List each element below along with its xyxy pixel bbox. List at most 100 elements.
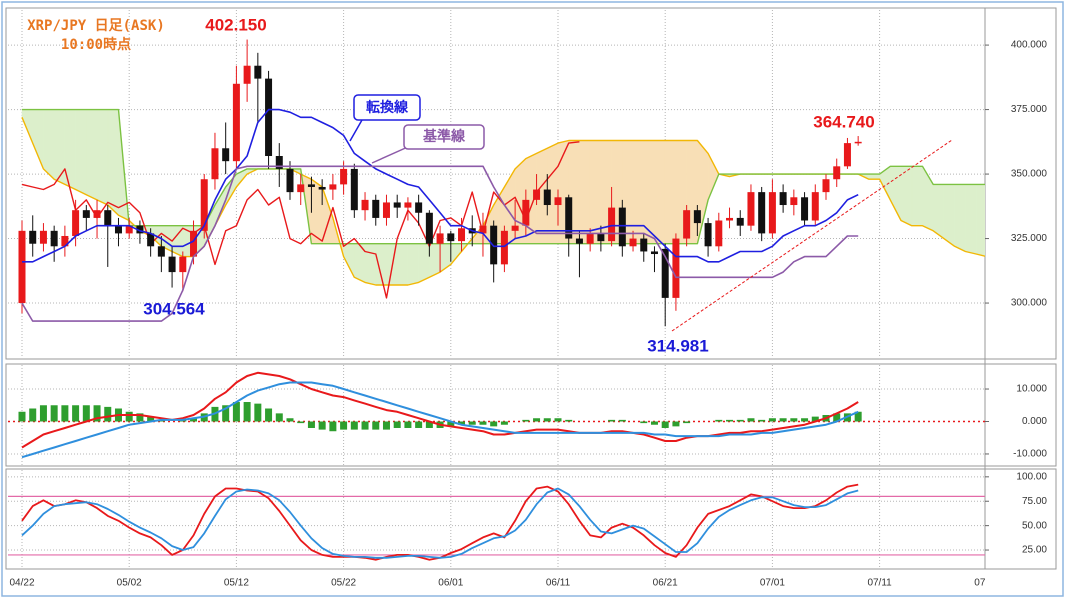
histogram-bar (136, 413, 144, 422)
histogram-bar (490, 421, 498, 427)
histogram-bar (50, 405, 58, 422)
candle-body (114, 225, 122, 234)
x-tick-label: 05/12 (224, 578, 249, 589)
candle-body (329, 184, 337, 190)
histogram-bar (222, 405, 230, 422)
x-tick-label: 05/02 (117, 578, 142, 589)
x-tick-label: 07/21 (974, 578, 999, 589)
chart-title: XRP/JPY 日足(ASK) (27, 18, 165, 34)
histogram-bar (565, 419, 573, 422)
candle-body (318, 186, 326, 190)
candle-body (168, 256, 176, 273)
candle-body (93, 210, 101, 218)
cloud (53, 109, 66, 185)
trend-line (671, 139, 953, 332)
histogram-bar (458, 421, 466, 425)
histogram-bar (736, 419, 744, 422)
series-line (22, 108, 859, 263)
y-tick-label: 350.000 (1011, 169, 1048, 180)
cloud (86, 109, 98, 201)
histogram-bar (790, 418, 798, 422)
candle-body (372, 199, 380, 218)
histogram-bar (500, 421, 508, 425)
candle-body (340, 168, 348, 185)
histogram-bar (190, 418, 198, 422)
candle-body (265, 78, 273, 157)
candle-body (415, 202, 423, 213)
candle-body (393, 202, 401, 208)
candle-body (565, 197, 573, 239)
cloud (654, 140, 666, 244)
histogram-bar (18, 411, 26, 422)
histogram-bar (468, 421, 476, 425)
histogram-bar (447, 421, 455, 427)
candle-body (779, 192, 787, 206)
candle-body (61, 235, 69, 247)
candle-body (382, 202, 390, 218)
main-panel (5, 7, 1057, 360)
candle-body (661, 248, 669, 298)
histogram-bar (82, 405, 90, 422)
candle-body (222, 148, 230, 162)
cloud (75, 109, 87, 196)
histogram-bar (318, 421, 326, 430)
candle-body (190, 230, 198, 257)
candle-body (511, 225, 519, 231)
series-line (21, 487, 859, 559)
histogram-bar (747, 418, 755, 422)
histogram-bar (275, 413, 283, 422)
y-tick-label: 50.00 (1022, 520, 1047, 531)
candle-body (50, 230, 58, 247)
cloud (96, 109, 109, 206)
candle-body (586, 233, 594, 244)
candle-body (811, 192, 819, 221)
candle-body (543, 189, 551, 206)
annotation: 364.740 (813, 112, 874, 131)
histogram-bar (833, 413, 841, 422)
histogram-bar (554, 418, 562, 422)
histogram-bar (265, 408, 273, 422)
histogram-bar (522, 419, 530, 422)
candle-body (39, 230, 47, 244)
cloud (364, 243, 377, 286)
candle-body (672, 238, 680, 298)
candle-body (683, 210, 691, 239)
y-tick-label: 400.000 (1011, 40, 1048, 51)
candle-body (286, 168, 294, 193)
stoch-panel (5, 468, 1057, 570)
candle-body (854, 141, 862, 144)
candle-body (640, 238, 648, 252)
candle-body (479, 225, 487, 234)
callout-label: 転換線 (366, 99, 409, 116)
candle-body (104, 210, 112, 226)
histogram-bar (608, 419, 616, 422)
candle-body (18, 230, 26, 304)
histogram-bar (72, 405, 80, 422)
histogram-bar (29, 408, 37, 422)
candle-body (425, 212, 433, 244)
cloud (664, 140, 677, 244)
cloud (579, 140, 591, 244)
candle-body (297, 184, 305, 193)
histogram-bar (254, 403, 262, 422)
histogram-bar (372, 421, 380, 430)
candle-body (801, 197, 809, 221)
cloud (954, 184, 966, 252)
candle-body (833, 166, 841, 180)
x-tick-label: 06/01 (438, 578, 463, 589)
y-tick-label: 325.000 (1011, 233, 1048, 244)
histogram-bar (415, 421, 423, 428)
axis-layer: 300.000 325.000 350.000 375.000 400.000 -10.0… (985, 40, 1047, 556)
series-line (21, 381, 859, 459)
histogram-bar (425, 421, 433, 428)
annotation: 304.564 (143, 299, 205, 318)
candle-body (29, 230, 37, 244)
candle-body (211, 148, 219, 180)
histogram-bar (39, 405, 47, 422)
histogram-bar (286, 418, 294, 422)
y-tick-label: 375.000 (1011, 104, 1048, 115)
cloud (943, 184, 955, 247)
candle-body (243, 65, 251, 84)
